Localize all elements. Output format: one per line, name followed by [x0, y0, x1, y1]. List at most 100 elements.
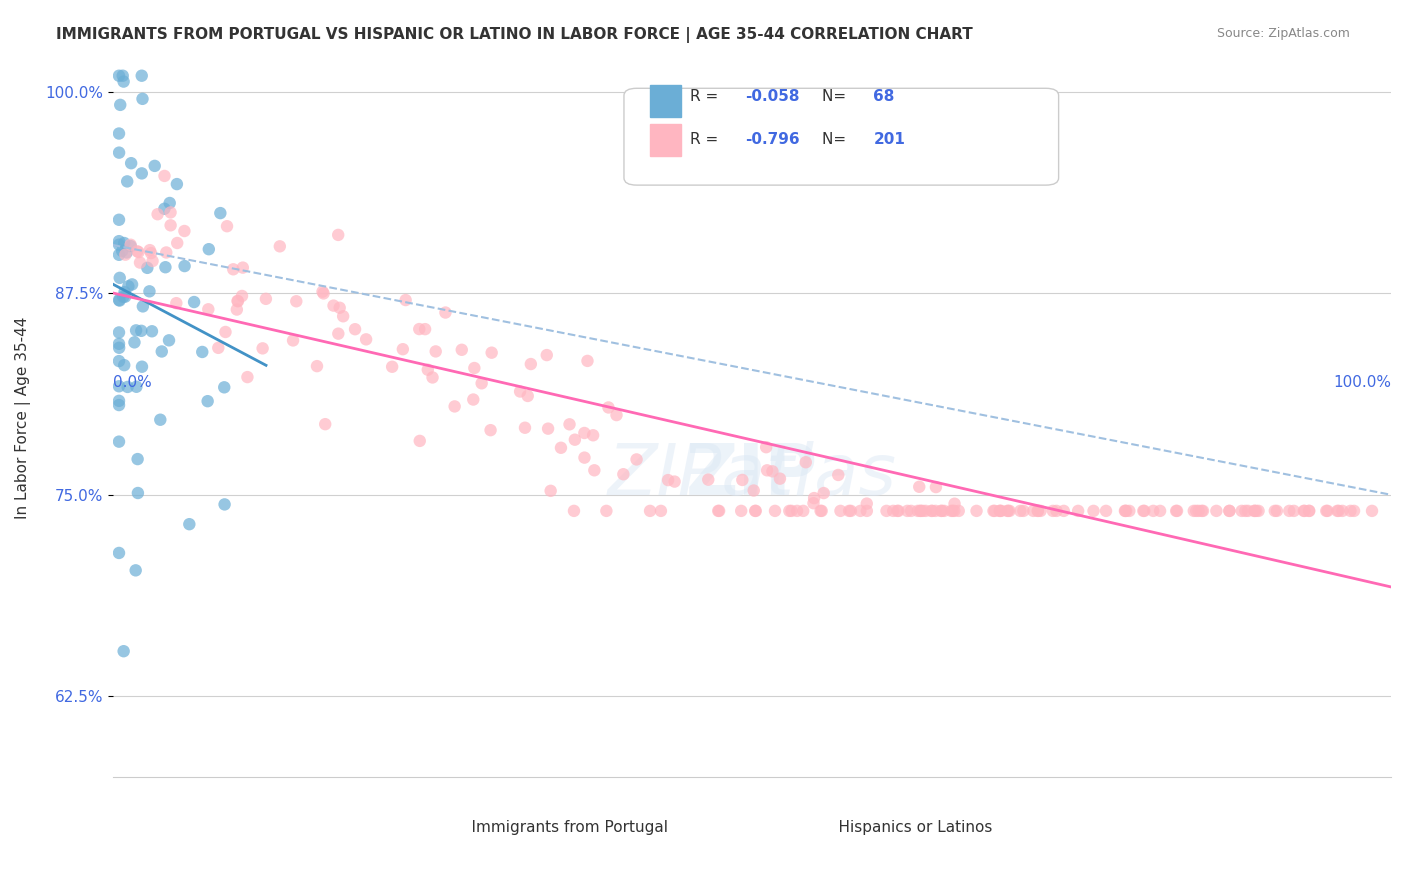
- Point: [108, 379, 131, 393]
- Point: [443, 400, 465, 414]
- Point: [1187, 504, 1209, 518]
- Point: [110, 98, 132, 112]
- Point: [1012, 504, 1035, 518]
- Point: [112, 74, 135, 88]
- Point: [1339, 504, 1361, 518]
- Point: [108, 127, 131, 141]
- Point: [513, 421, 536, 435]
- Point: [111, 244, 134, 258]
- Text: Hispanics or Latinos: Hispanics or Latinos: [818, 820, 991, 835]
- Point: [115, 174, 138, 188]
- Point: [138, 285, 160, 299]
- Text: -0.058: -0.058: [745, 89, 800, 104]
- Point: [1029, 504, 1052, 518]
- Point: [756, 463, 779, 477]
- Text: ZIP: ZIP: [686, 441, 818, 510]
- Point: [595, 504, 617, 518]
- Point: [1298, 504, 1320, 518]
- Point: [1142, 504, 1164, 518]
- Point: [381, 359, 404, 374]
- Point: [778, 504, 800, 518]
- Point: [314, 417, 336, 432]
- Point: [540, 483, 562, 498]
- Point: [1166, 504, 1188, 518]
- Point: [769, 472, 792, 486]
- Point: [142, 254, 165, 268]
- Point: [925, 480, 948, 494]
- Point: [114, 290, 136, 304]
- Point: [931, 504, 953, 518]
- Point: [125, 323, 148, 337]
- Point: [1115, 504, 1137, 518]
- Point: [226, 293, 249, 308]
- Y-axis label: In Labor Force | Age 35-44: In Labor Force | Age 35-44: [15, 317, 31, 519]
- Point: [1132, 504, 1154, 518]
- Point: [132, 299, 155, 313]
- Point: [155, 260, 177, 275]
- Point: [856, 504, 879, 518]
- Point: [1294, 504, 1316, 518]
- Point: [744, 504, 766, 518]
- Point: [111, 69, 134, 83]
- Point: [574, 425, 596, 440]
- Point: [1218, 504, 1240, 518]
- Text: N=: N=: [823, 89, 851, 104]
- Point: [409, 434, 432, 448]
- Point: [810, 504, 832, 518]
- Point: [322, 299, 344, 313]
- Point: [149, 413, 172, 427]
- Point: [932, 504, 955, 518]
- Point: [212, 380, 235, 394]
- Point: [129, 255, 152, 269]
- Point: [650, 504, 672, 518]
- Point: [108, 248, 131, 262]
- Point: [214, 325, 236, 339]
- Point: [143, 159, 166, 173]
- Point: [509, 384, 531, 399]
- Point: [907, 504, 929, 518]
- Point: [830, 504, 852, 518]
- Bar: [489, 813, 522, 841]
- Point: [312, 286, 335, 301]
- Point: [1282, 504, 1305, 518]
- Point: [537, 422, 560, 436]
- Point: [1022, 504, 1045, 518]
- Point: [1244, 504, 1267, 518]
- Point: [179, 517, 201, 532]
- Point: [159, 219, 181, 233]
- Point: [159, 205, 181, 219]
- Point: [910, 504, 932, 518]
- Point: [124, 335, 146, 350]
- Point: [146, 207, 169, 221]
- Point: [125, 380, 148, 394]
- Text: 68: 68: [873, 89, 894, 104]
- Point: [328, 326, 350, 341]
- Point: [657, 473, 679, 487]
- Point: [1243, 504, 1265, 518]
- Point: [1118, 504, 1140, 518]
- Point: [108, 234, 131, 248]
- Point: [117, 279, 139, 293]
- Point: [108, 341, 131, 355]
- Point: [1191, 504, 1213, 518]
- Point: [108, 354, 131, 368]
- Point: [910, 504, 932, 518]
- Point: [112, 235, 135, 250]
- Point: [141, 324, 163, 338]
- Point: [855, 497, 877, 511]
- Point: [1237, 504, 1260, 518]
- Point: [924, 504, 946, 518]
- Point: [997, 504, 1019, 518]
- Point: [139, 243, 162, 257]
- FancyBboxPatch shape: [624, 88, 1059, 186]
- Point: [131, 69, 153, 83]
- Point: [849, 504, 872, 518]
- Point: [1010, 504, 1032, 518]
- Point: [108, 434, 131, 449]
- Point: [108, 336, 131, 351]
- Point: [422, 370, 444, 384]
- Point: [1026, 504, 1049, 518]
- Point: [136, 260, 159, 275]
- Point: [108, 326, 131, 340]
- Point: [908, 480, 931, 494]
